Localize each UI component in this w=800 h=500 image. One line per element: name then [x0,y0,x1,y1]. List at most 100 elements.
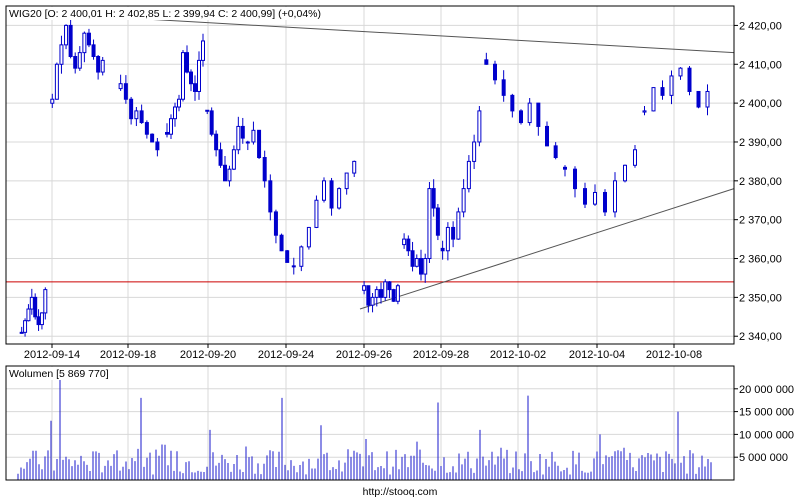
price-y-tick-label: 2 420,00 [739,20,782,32]
candle-body [144,122,149,135]
candle-body [387,281,392,291]
candle-body [477,110,482,143]
candle-body [299,246,304,267]
candle-body [169,118,173,135]
candle-body [379,289,383,298]
candle-body [236,125,241,151]
candle-body [329,180,334,209]
trend-line [51,13,735,54]
candle-body [501,79,506,96]
volume-panel-frame [5,365,735,481]
volume-legend: Wolumen [5 869 770] [9,368,109,380]
volume-y-tick-label: 5 000 000 [739,452,788,464]
candle-body [218,149,223,166]
candle-body [553,145,558,159]
candle-body [36,316,41,326]
candle-body [123,83,128,100]
legend-background [8,7,338,20]
candle-body [285,250,290,263]
candle-body [536,102,541,127]
candle-body [374,289,379,298]
candle-body [678,67,683,77]
candle-body [201,40,205,61]
price-x-tick-label: 2012-09-14 [24,349,80,361]
candle-body [257,129,262,159]
candle-body [165,131,169,135]
candle-body [472,141,477,162]
candle-body [64,24,69,46]
price-y-tick-label: 2 410,00 [739,59,782,71]
candle-body [563,166,567,170]
candle-body [669,75,674,96]
candle-body [406,238,411,252]
candle-body [39,312,44,326]
candle-body [493,63,497,81]
candle-body [633,149,637,166]
candle-body [139,110,144,124]
trend-lines [51,13,735,310]
price-panel: 2 340,00 2 350,00 2 360,00 2 370,00 2 380,00… [5,5,782,361]
candle-body [68,24,73,58]
candle-body [337,188,342,209]
candle-body [100,59,105,73]
price-x-tick-label: 2012-09-20 [180,349,236,361]
candle-body [291,265,296,268]
candle-body [322,180,326,201]
candle-body [410,250,415,267]
trend-line [359,188,735,310]
candle-body [251,129,256,143]
candle-body [362,285,367,291]
price-y-axis: 2 340,00 2 350,00 2 360,00 2 370,00 2 380,00… [734,20,782,343]
candle-body [33,296,38,318]
candle-body [177,98,181,108]
candle-body [431,188,436,209]
candle-body [150,133,155,143]
candle-body [573,168,577,190]
candle-body [402,238,407,246]
volume-y-axis: 5 000 000 10 000 000 15 000 000 20 000 000 [734,384,794,464]
candle-body [484,59,489,65]
candle-body [91,44,96,58]
volume-y-tick-label: 10 000 000 [739,429,794,441]
price-x-tick-label: 2012-10-04 [569,349,625,361]
candle-body [527,102,532,124]
candle-body [423,258,428,275]
volume-y-tick-label: 15 000 000 [739,407,794,419]
volume-y-tick-label: 20 000 000 [739,384,794,396]
candle-body [366,285,371,306]
candle-body [623,164,627,182]
candle-body [344,172,349,190]
candle-body [687,67,692,92]
candle-body [370,296,375,306]
price-x-tick-label: 2012-10-08 [646,349,702,361]
candle-body [451,226,456,240]
candle-body [391,289,396,302]
candle-body [273,211,278,236]
candle-body [59,44,64,65]
price-x-tick-label: 2012-10-02 [490,349,546,361]
source-label: http://stooq.com [363,486,438,498]
candle-body [185,52,189,73]
candle-body [209,110,214,135]
candle-body [352,160,357,174]
candle-body [262,157,267,182]
candle-body [435,207,440,236]
candle-body [395,285,400,302]
candle-body [593,191,597,205]
price-candles [19,16,710,337]
candle-body [223,164,227,182]
candle-body [245,141,250,144]
candle-body [96,56,101,73]
candle-body [519,110,523,124]
candle-body [19,331,24,334]
candle-body [440,247,445,252]
candle-body [268,180,273,213]
candle-body [155,141,160,151]
price-x-tick-label: 2012-09-28 [413,349,469,361]
price-y-tick-label: 2 380,00 [739,176,782,188]
candle-body [50,98,55,104]
price-y-tick-label: 2 400,00 [739,98,782,110]
